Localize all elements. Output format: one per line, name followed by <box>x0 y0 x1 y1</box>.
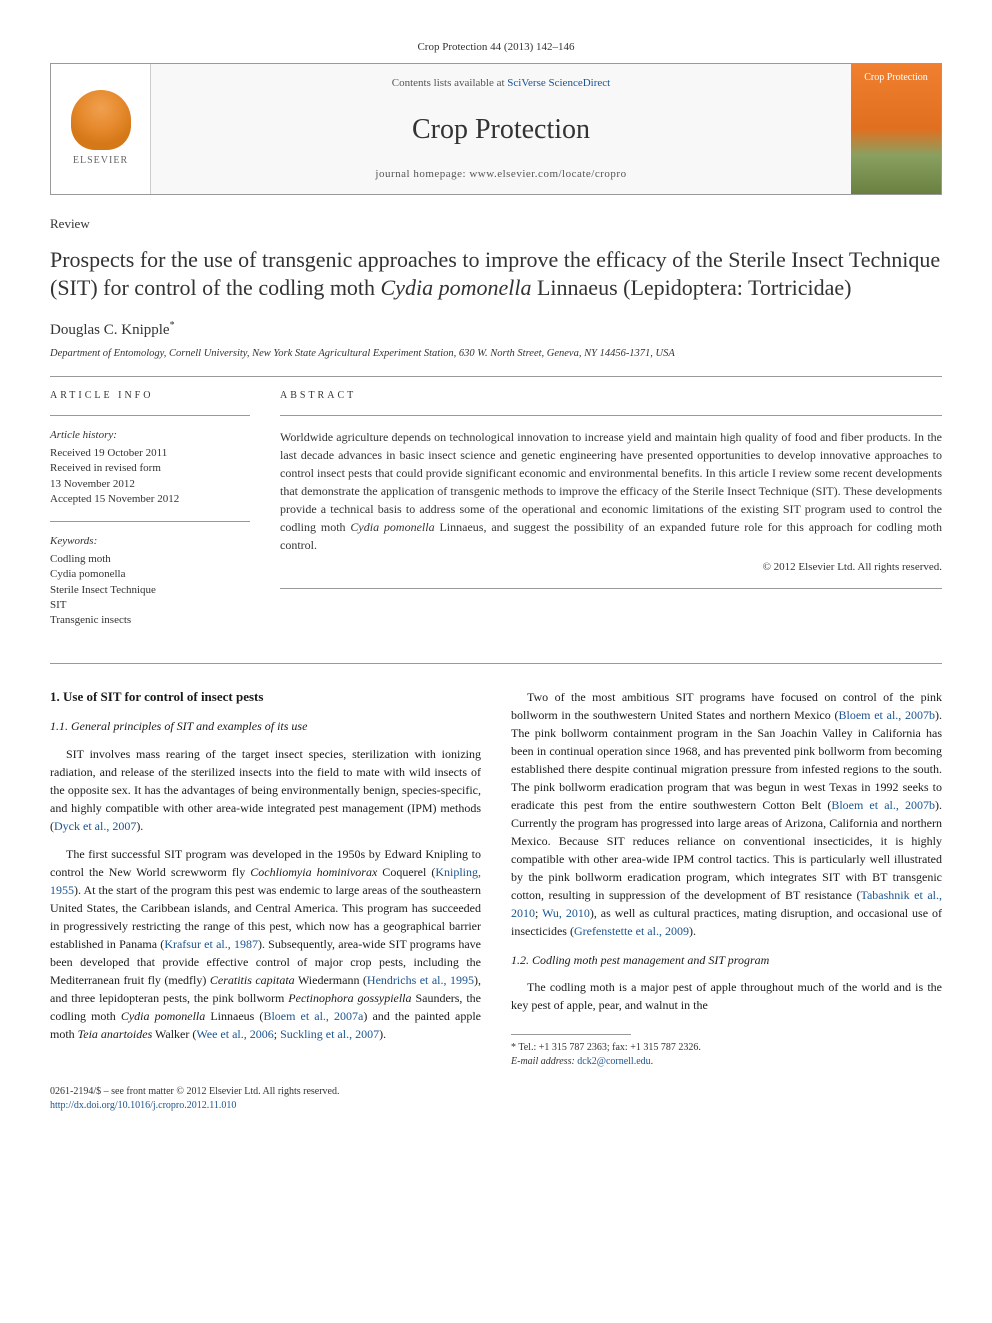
homepage-prefix: journal homepage: <box>375 168 469 180</box>
abstract-pre: Worldwide agriculture depends on technol… <box>280 430 942 534</box>
history-label: Article history: <box>50 428 250 443</box>
journal-homepage-line: journal homepage: www.elsevier.com/locat… <box>163 167 839 182</box>
abstract-heading: abstract <box>280 389 942 403</box>
citation-link[interactable]: Bloem et al., 2007a <box>263 1009 363 1023</box>
title-text-post: Linnaeus (Lepidoptera: Tortricidae) <box>531 275 851 300</box>
p2-j: Walker ( <box>152 1027 196 1041</box>
body-two-column: 1. Use of SIT for control of insect pest… <box>50 688 942 1070</box>
doi-link[interactable]: http://dx.doi.org/10.1016/j.cropro.2012.… <box>50 1100 236 1111</box>
p3-f: ). <box>689 924 696 938</box>
subsection-1-1-heading: 1.1. General principles of SIT and examp… <box>50 718 481 735</box>
elsevier-tree-icon <box>71 90 131 150</box>
article-type: Review <box>50 215 942 233</box>
keywords-label: Keywords: <box>50 534 250 549</box>
species-name: Teia anartoides <box>78 1027 153 1041</box>
divider <box>50 521 250 522</box>
sciencedirect-link[interactable]: SciVerse ScienceDirect <box>507 77 610 89</box>
body-paragraph: The first successful SIT program was dev… <box>50 845 481 1043</box>
p2-e: Wiedermann ( <box>295 973 367 987</box>
keywords-block: Keywords: Codling moth Cydia pomonella S… <box>50 534 250 628</box>
divider <box>50 663 942 664</box>
corresponding-mark: * <box>170 320 175 331</box>
citation-link[interactable]: Grefenstette et al., 2009 <box>574 924 689 938</box>
contents-available-line: Contents lists available at SciVerse Sci… <box>163 76 839 91</box>
author-name: Douglas C. Knipple* <box>50 319 942 341</box>
citation-link[interactable]: Hendrichs et al., 1995 <box>367 973 474 987</box>
doi-value: 10.1016/j.cropro.2012.11.010 <box>118 1100 237 1111</box>
abstract-column: abstract Worldwide agriculture depends o… <box>280 389 942 642</box>
corresponding-footnote: * Tel.: +1 315 787 2363; fax: +1 315 787… <box>511 1041 942 1069</box>
divider <box>50 376 942 377</box>
p2-b: Coquerel ( <box>377 865 435 879</box>
journal-cover-thumb: Crop Protection <box>851 64 941 194</box>
article-title: Prospects for the use of transgenic appr… <box>50 246 942 303</box>
abstract-species: Cydia pomonella <box>350 520 434 534</box>
body-paragraph: Two of the most ambitious SIT programs h… <box>511 688 942 940</box>
page-footer: 0261-2194/$ – see front matter © 2012 El… <box>50 1085 942 1113</box>
article-info-column: article info Article history: Received 1… <box>50 389 250 642</box>
cover-title: Crop Protection <box>864 72 928 84</box>
history-text: Received 19 October 2011 Received in rev… <box>50 446 250 508</box>
p2-l: ). <box>379 1027 386 1041</box>
citation-link[interactable]: Krafsur et al., 1987 <box>164 937 258 951</box>
citation-line: Crop Protection 44 (2013) 142–146 <box>50 40 942 55</box>
citation-link[interactable]: Bloem et al., 2007b <box>839 708 936 722</box>
author-affiliation: Department of Entomology, Cornell Univer… <box>50 347 942 361</box>
species-name: Ceratitis capitata <box>210 973 295 987</box>
citation-link[interactable]: Bloem et al., 2007b <box>831 798 935 812</box>
body-paragraph: SIT involves mass rearing of the target … <box>50 745 481 835</box>
subsection-1-2-heading: 1.2. Codling moth pest management and SI… <box>511 952 942 969</box>
p3-d: ; <box>535 906 542 920</box>
abstract-text: Worldwide agriculture depends on technol… <box>280 428 942 554</box>
abstract-copyright: © 2012 Elsevier Ltd. All rights reserved… <box>280 560 942 575</box>
citation-link[interactable]: Dyck et al., 2007 <box>54 819 136 833</box>
citation-link[interactable]: Wee et al., 2006 <box>196 1027 273 1041</box>
section-1-heading: 1. Use of SIT for control of insect pest… <box>50 688 481 706</box>
species-name: Cydia pomonella <box>121 1009 205 1023</box>
p3-c: ). Currently the program has progressed … <box>511 798 942 902</box>
p1-end: ). <box>136 819 143 833</box>
citation-link[interactable]: Wu, 2010 <box>542 906 590 920</box>
divider <box>50 415 250 416</box>
tel-label: * Tel.: <box>511 1042 539 1053</box>
citation-link[interactable]: Suckling et al., 2007 <box>280 1027 379 1041</box>
species-name: Cochliomyia hominivorax <box>250 865 377 879</box>
species-name: Pectinophora gossypiella <box>288 991 411 1005</box>
fax-label: ; fax: <box>607 1042 630 1053</box>
footnote-block: * Tel.: +1 315 787 2363; fax: +1 315 787… <box>511 1034 942 1069</box>
author-email-link[interactable]: dck2@cornell.edu <box>577 1056 650 1067</box>
contents-prefix: Contents lists available at <box>392 77 507 89</box>
publisher-name: ELSEVIER <box>73 154 128 168</box>
header-center: Contents lists available at SciVerse Sci… <box>151 64 851 194</box>
tel-number: +1 315 787 2363 <box>539 1042 607 1053</box>
journal-name: Crop Protection <box>163 110 839 149</box>
fax-number: +1 315 787 2326. <box>630 1042 701 1053</box>
body-paragraph: The codling moth is a major pest of appl… <box>511 978 942 1014</box>
divider <box>280 588 942 589</box>
keywords-text: Codling moth Cydia pomonella Sterile Ins… <box>50 552 250 629</box>
footnote-separator <box>511 1034 631 1035</box>
article-info-heading: article info <box>50 389 250 403</box>
divider <box>280 415 942 416</box>
author-text: Douglas C. Knipple <box>50 322 170 338</box>
doi-prefix: http://dx.doi.org/ <box>50 1100 118 1111</box>
publisher-logo-box: ELSEVIER <box>51 64 151 194</box>
journal-header: ELSEVIER Contents lists available at Sci… <box>50 63 942 195</box>
p2-h: Linnaeus ( <box>205 1009 263 1023</box>
homepage-url: www.elsevier.com/locate/cropro <box>469 168 626 180</box>
front-matter-line: 0261-2194/$ – see front matter © 2012 El… <box>50 1085 942 1099</box>
email-label: E-mail address: <box>511 1056 577 1067</box>
title-species: Cydia pomonella <box>381 275 532 300</box>
article-history-block: Article history: Received 19 October 201… <box>50 428 250 507</box>
article-meta-row: article info Article history: Received 1… <box>50 389 942 642</box>
email-end: . <box>651 1056 654 1067</box>
p3-b: ). The pink bollworm containment program… <box>511 708 942 812</box>
